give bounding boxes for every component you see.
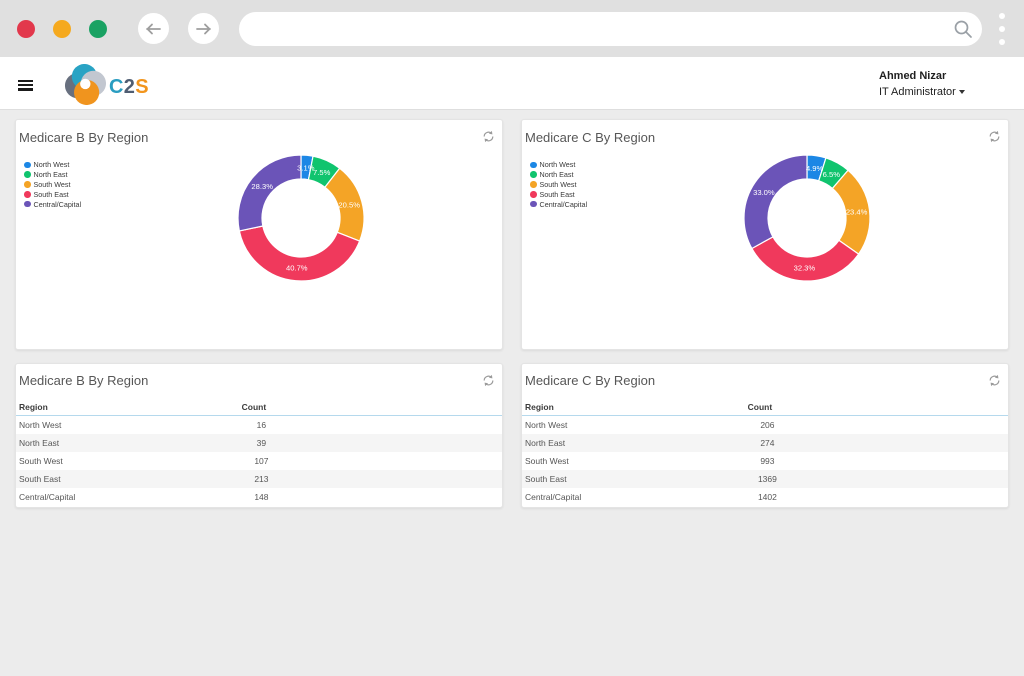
svg-text:6.5%: 6.5% — [823, 170, 841, 179]
svg-text:33.0%: 33.0% — [753, 188, 775, 197]
svg-text:32.3%: 32.3% — [794, 263, 816, 272]
svg-text:28.3%: 28.3% — [251, 182, 273, 191]
svg-text:20.5%: 20.5% — [338, 200, 360, 209]
svg-text:23.4%: 23.4% — [846, 207, 868, 216]
svg-text:7.5%: 7.5% — [313, 168, 331, 177]
svg-text:4.9%: 4.9% — [806, 164, 824, 173]
svg-text:40.7%: 40.7% — [286, 263, 308, 272]
svg-text:3.1%: 3.1% — [297, 164, 315, 173]
